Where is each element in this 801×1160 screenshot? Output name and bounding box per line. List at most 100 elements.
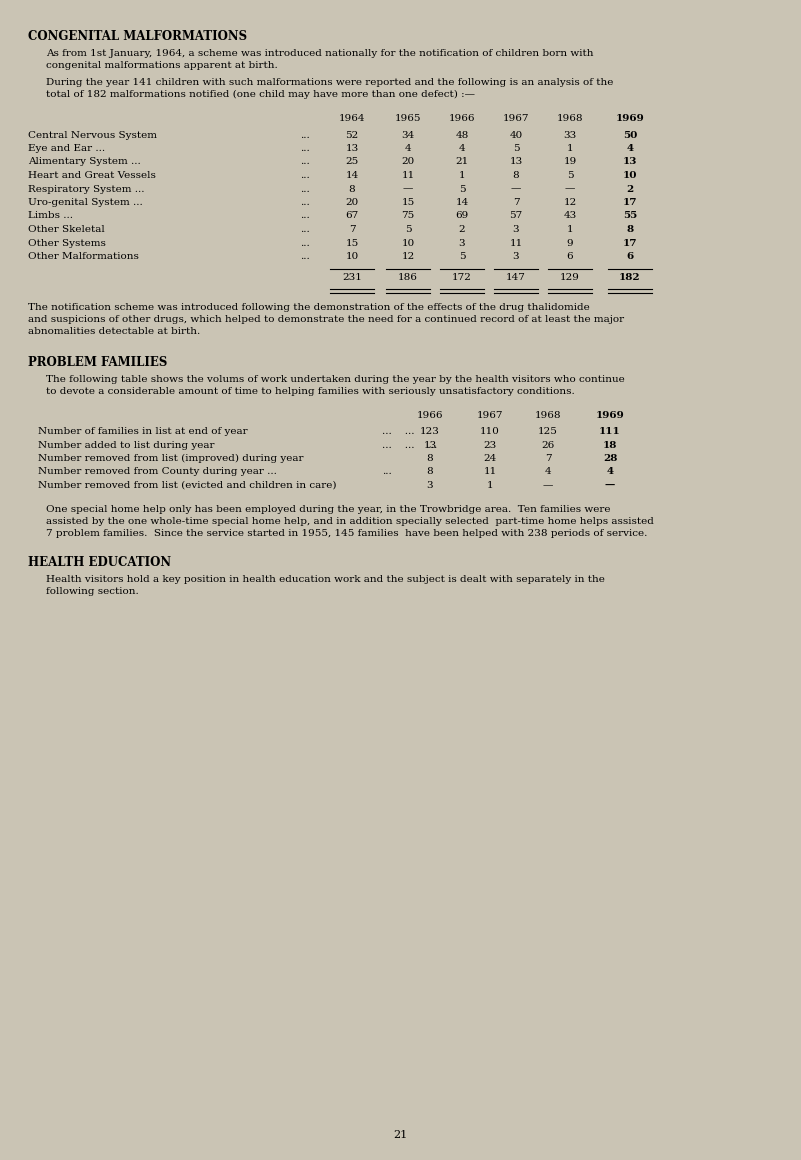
Text: 1965: 1965	[395, 114, 421, 123]
Text: Other Systems: Other Systems	[28, 239, 106, 247]
Text: HEALTH EDUCATION: HEALTH EDUCATION	[28, 557, 171, 570]
Text: 123: 123	[420, 427, 440, 436]
Text: 111: 111	[599, 427, 621, 436]
Text: Number removed from County during year ...: Number removed from County during year .…	[38, 467, 277, 477]
Text: 186: 186	[398, 274, 418, 283]
Text: 33: 33	[563, 131, 577, 139]
Text: 15: 15	[345, 239, 359, 247]
Text: Number added to list during year: Number added to list during year	[38, 441, 215, 449]
Text: CONGENITAL MALFORMATIONS: CONGENITAL MALFORMATIONS	[28, 30, 248, 43]
Text: 18: 18	[603, 441, 618, 449]
Text: 13: 13	[345, 144, 359, 153]
Text: The following table shows the volums of work undertaken during the year by the h: The following table shows the volums of …	[46, 375, 625, 384]
Text: 57: 57	[509, 211, 522, 220]
Text: Alimentary System ...: Alimentary System ...	[28, 158, 141, 167]
Text: 17: 17	[622, 198, 638, 206]
Text: 55: 55	[623, 211, 637, 220]
Text: 43: 43	[563, 211, 577, 220]
Text: 5: 5	[513, 144, 519, 153]
Text: ...: ...	[300, 211, 310, 220]
Text: 7: 7	[513, 198, 519, 206]
Text: 1: 1	[566, 144, 574, 153]
Text: One special home help only has been employed during the year, in the Trowbridge : One special home help only has been empl…	[46, 505, 610, 514]
Text: 6: 6	[626, 252, 634, 261]
Text: 1: 1	[459, 171, 465, 180]
Text: Number removed from list (evicted and children in care): Number removed from list (evicted and ch…	[38, 481, 336, 490]
Text: As from 1st January, 1964, a scheme was introduced nationally for the notificati: As from 1st January, 1964, a scheme was …	[46, 49, 594, 58]
Text: 9: 9	[566, 239, 574, 247]
Text: following section.: following section.	[46, 587, 139, 596]
Text: 3: 3	[459, 239, 465, 247]
Text: 1964: 1964	[339, 114, 365, 123]
Text: ...: ...	[300, 171, 310, 180]
Text: 4: 4	[545, 467, 551, 477]
Text: congenital malformations apparent at birth.: congenital malformations apparent at bir…	[46, 61, 278, 70]
Text: 10: 10	[622, 171, 638, 180]
Text: 1967: 1967	[477, 411, 503, 420]
Text: 19: 19	[563, 158, 577, 167]
Text: 5: 5	[459, 252, 465, 261]
Text: Uro-genital System ...: Uro-genital System ...	[28, 198, 143, 206]
Text: 8: 8	[626, 225, 634, 234]
Text: Other Skeletal: Other Skeletal	[28, 225, 105, 234]
Text: 24: 24	[483, 454, 497, 463]
Text: Other Malformations: Other Malformations	[28, 252, 139, 261]
Text: 2: 2	[459, 225, 465, 234]
Text: ...: ...	[300, 225, 310, 234]
Text: 5: 5	[459, 184, 465, 194]
Text: 13: 13	[623, 158, 637, 167]
Text: Heart and Great Vessels: Heart and Great Vessels	[28, 171, 156, 180]
Text: 1968: 1968	[557, 114, 583, 123]
Text: 8: 8	[427, 467, 433, 477]
Text: 10: 10	[401, 239, 415, 247]
Text: The notification scheme was introduced following the demonstration of the effect: The notification scheme was introduced f…	[28, 304, 590, 312]
Text: 40: 40	[509, 131, 522, 139]
Text: 4: 4	[459, 144, 465, 153]
Text: total of 182 malformations notified (one child may have more than one defect) :—: total of 182 malformations notified (one…	[46, 90, 475, 99]
Text: abnomalities detectable at birth.: abnomalities detectable at birth.	[28, 327, 200, 336]
Text: PROBLEM FAMILIES: PROBLEM FAMILIES	[28, 355, 167, 369]
Text: 52: 52	[345, 131, 359, 139]
Text: 12: 12	[401, 252, 415, 261]
Text: 11: 11	[509, 239, 522, 247]
Text: ...    ...: ... ...	[382, 427, 414, 436]
Text: ...: ...	[382, 467, 392, 477]
Text: 12: 12	[563, 198, 577, 206]
Text: ...: ...	[300, 184, 310, 194]
Text: 110: 110	[480, 427, 500, 436]
Text: 23: 23	[483, 441, 497, 449]
Text: 1969: 1969	[596, 411, 624, 420]
Text: ...: ...	[300, 131, 310, 139]
Text: 50: 50	[623, 131, 637, 139]
Text: 2: 2	[626, 184, 634, 194]
Text: 11: 11	[483, 467, 497, 477]
Text: Health visitors hold a key position in health education work and the subject is : Health visitors hold a key position in h…	[46, 575, 605, 585]
Text: ...: ...	[300, 252, 310, 261]
Text: 15: 15	[401, 198, 415, 206]
Text: 4: 4	[405, 144, 411, 153]
Text: 14: 14	[345, 171, 359, 180]
Text: 28: 28	[603, 454, 618, 463]
Text: 21: 21	[392, 1130, 407, 1140]
Text: 3: 3	[513, 225, 519, 234]
Text: —: —	[565, 184, 575, 194]
Text: 1966: 1966	[417, 411, 443, 420]
Text: 8: 8	[348, 184, 356, 194]
Text: 172: 172	[452, 274, 472, 283]
Text: 3: 3	[513, 252, 519, 261]
Text: —: —	[543, 481, 553, 490]
Text: 5: 5	[566, 171, 574, 180]
Text: 48: 48	[456, 131, 469, 139]
Text: 1968: 1968	[535, 411, 562, 420]
Text: Number removed from list (improved) during year: Number removed from list (improved) duri…	[38, 454, 304, 463]
Text: 10: 10	[345, 252, 359, 261]
Text: 129: 129	[560, 274, 580, 283]
Text: 1969: 1969	[616, 114, 644, 123]
Text: 6: 6	[566, 252, 574, 261]
Text: to devote a considerable amount of time to helping families with seriously unsat: to devote a considerable amount of time …	[46, 386, 575, 396]
Text: Eye and Ear ...: Eye and Ear ...	[28, 144, 105, 153]
Text: 231: 231	[342, 274, 362, 283]
Text: 147: 147	[506, 274, 526, 283]
Text: Limbs ...: Limbs ...	[28, 211, 73, 220]
Text: 3: 3	[427, 481, 433, 490]
